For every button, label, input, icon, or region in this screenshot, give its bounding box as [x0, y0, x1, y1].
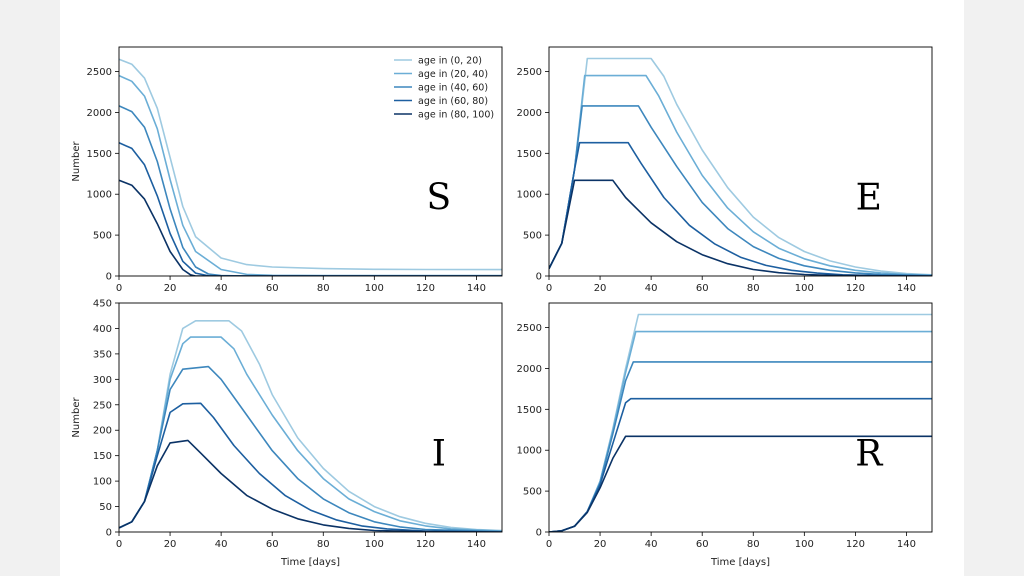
y-tick-label: 500	[523, 487, 542, 498]
y-tick-label: 2500	[87, 67, 112, 78]
panel-letter: I	[432, 434, 446, 475]
x-tick-label: 100	[365, 283, 384, 294]
y-tick-label: 1500	[517, 405, 542, 416]
x-tick-label: 140	[897, 283, 916, 294]
x-tick-label: 60	[266, 283, 279, 294]
x-axis-label: Time [days]	[280, 557, 340, 568]
panel-letter: R	[855, 434, 883, 475]
y-tick-label: 2000	[517, 364, 542, 375]
x-tick-label: 100	[795, 283, 814, 294]
x-tick-label: 60	[696, 283, 709, 294]
series-line-5	[119, 439, 502, 532]
legend-label-2: age in (20, 40)	[418, 69, 488, 80]
panel-letter: S	[426, 178, 451, 219]
series-line-1	[549, 313, 932, 532]
x-tick-label: 20	[164, 539, 177, 550]
x-tick-label: 0	[546, 539, 552, 550]
x-tick-label: 40	[215, 283, 228, 294]
x-tick-label: 40	[215, 539, 228, 550]
figure-sheet	[60, 0, 964, 576]
x-tick-label: 40	[645, 283, 658, 294]
y-tick-label: 0	[536, 528, 542, 539]
x-tick-label: 80	[747, 283, 760, 294]
series-line-1	[549, 57, 932, 276]
x-tick-label: 80	[317, 283, 330, 294]
y-tick-label: 350	[93, 349, 112, 360]
series-line-1	[119, 320, 502, 532]
y-tick-label: 1500	[87, 149, 112, 160]
x-tick-label: 120	[846, 283, 865, 294]
y-tick-label: 2000	[517, 108, 542, 119]
series-line-4	[549, 141, 932, 276]
x-axis-label: Time [days]	[710, 557, 770, 568]
y-tick-label: 150	[93, 451, 112, 462]
series-line-4	[119, 402, 502, 532]
series-line-3	[549, 105, 932, 276]
legend-label-1: age in (0, 20)	[418, 56, 482, 67]
x-tick-label: 60	[696, 539, 709, 550]
panel-letter: E	[856, 178, 882, 219]
y-tick-label: 100	[93, 477, 112, 488]
legend-label-4: age in (60, 80)	[418, 96, 488, 107]
y-tick-label: 400	[93, 324, 112, 335]
x-tick-label: 140	[897, 539, 916, 550]
x-tick-label: 120	[846, 539, 865, 550]
legend: age in (0, 20) age in (20, 40) age in (40,…	[394, 56, 494, 121]
axes-frame	[118, 302, 503, 533]
x-tick-label: 100	[795, 539, 814, 550]
x-tick-label: 120	[416, 283, 435, 294]
x-tick-label: 40	[645, 539, 658, 550]
series-line-3	[119, 365, 502, 532]
x-tick-label: 140	[467, 283, 486, 294]
y-tick-label: 1000	[517, 190, 542, 201]
x-tick-label: 20	[594, 283, 607, 294]
x-tick-label: 0	[546, 283, 552, 294]
y-tick-label: 2000	[87, 108, 112, 119]
series-line-5	[549, 179, 932, 276]
y-tick-label: 0	[106, 272, 112, 283]
panel-i: 0 20 40 60 80 100 120 140 0 50 100 150 200 250 300 350 4…	[71, 299, 503, 568]
x-tick-label: 80	[747, 539, 760, 550]
panel-s: 0 20 40 60 80 100 120 140 0 500 1000 1500 2000 2500 Nu…	[71, 46, 503, 294]
y-axis-label: Number	[71, 141, 82, 182]
x-tick-label: 20	[594, 539, 607, 550]
series-line-5	[549, 435, 932, 532]
y-tick-label: 0	[106, 528, 112, 539]
axes-frame	[548, 302, 933, 533]
y-tick-label: 2500	[517, 323, 542, 334]
y-tick-label: 450	[93, 299, 112, 310]
y-tick-label: 1000	[517, 446, 542, 457]
y-tick-label: 2500	[517, 67, 542, 78]
y-tick-label: 1500	[517, 149, 542, 160]
y-tick-label: 300	[93, 375, 112, 386]
panel-e: 0 20 40 60 80 100 120 140 0 500 1000 1500 2000 2500 E	[517, 46, 933, 294]
y-tick-label: 500	[93, 231, 112, 242]
x-tick-label: 80	[317, 539, 330, 550]
y-tick-label: 200	[93, 426, 112, 437]
x-tick-label: 60	[266, 539, 279, 550]
axes-frame	[548, 46, 933, 277]
y-tick-label: 1000	[87, 190, 112, 201]
x-tick-label: 140	[467, 539, 486, 550]
legend-label-3: age in (40, 60)	[418, 83, 488, 94]
panel-r: 0 20 40 60 80 100 120 140 0 500 1000 1500 2000 2500 Ti…	[517, 302, 933, 568]
y-axis-label: Number	[71, 397, 82, 438]
x-tick-label: 0	[116, 283, 122, 294]
y-tick-label: 0	[536, 272, 542, 283]
series-line-1	[119, 58, 502, 271]
axes-frame	[118, 46, 503, 277]
y-tick-label: 50	[99, 502, 112, 513]
x-tick-label: 0	[116, 539, 122, 550]
y-tick-label: 500	[523, 231, 542, 242]
x-tick-label: 120	[416, 539, 435, 550]
y-tick-label: 250	[93, 400, 112, 411]
x-tick-label: 100	[365, 539, 384, 550]
legend-label-5: age in (80, 100)	[418, 110, 494, 121]
x-tick-label: 20	[164, 283, 177, 294]
